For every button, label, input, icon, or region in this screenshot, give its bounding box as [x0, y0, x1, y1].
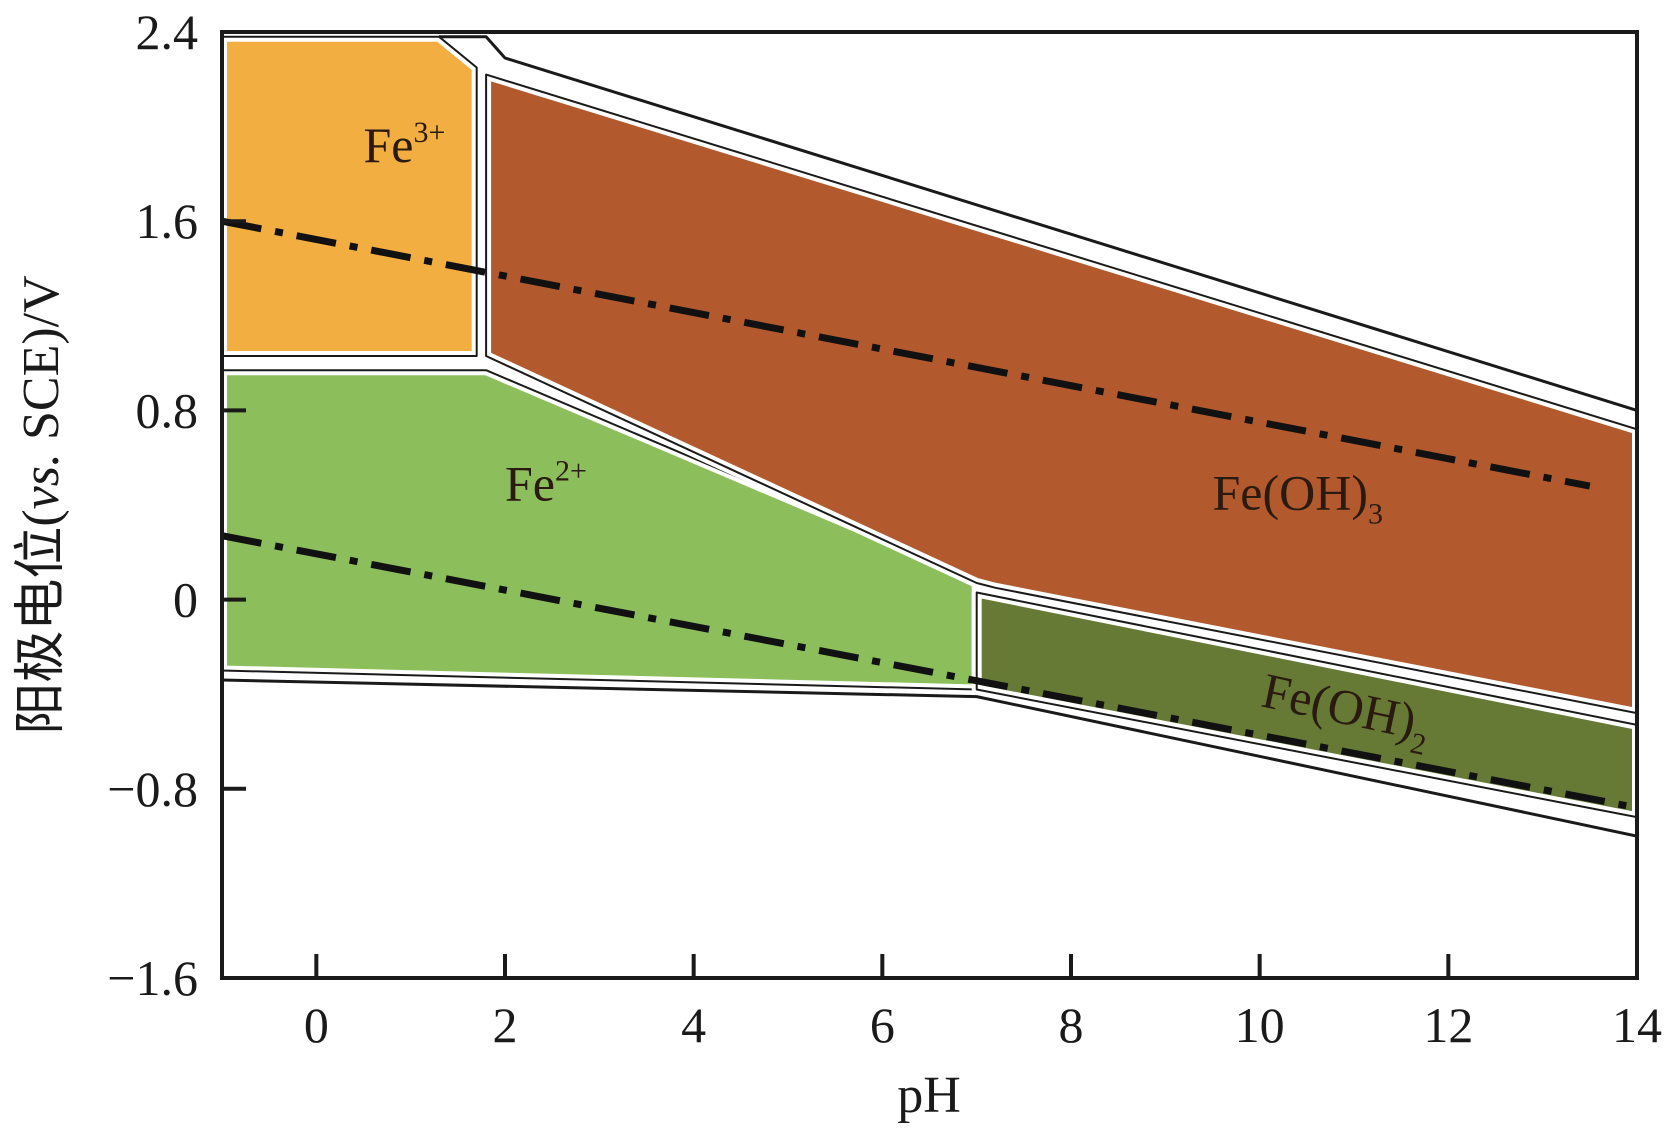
- y-axis-label-prefix: 阳极电位(: [13, 509, 70, 734]
- stability-regions: [222, 32, 1637, 823]
- o2-line: [222, 217, 1591, 490]
- x-tick-label: 2: [493, 997, 518, 1053]
- region-feoh2-outline: [975, 591, 1637, 819]
- x-tick-label: 12: [1423, 997, 1473, 1053]
- region-feoh3-outline: [485, 73, 1637, 715]
- x-tick-label: 4: [681, 997, 706, 1053]
- region-label-fe3: Fe3+: [364, 116, 446, 173]
- region-label-fe2: Fe2+: [505, 454, 587, 511]
- x-tick-label: 8: [1059, 997, 1084, 1053]
- y-tick-label: −1.6: [107, 950, 198, 1006]
- x-tick-label: 6: [870, 997, 895, 1053]
- y-axis-label: 阳极电位(vs. SCE)/V: [13, 275, 70, 734]
- x-axis-label: pH: [897, 1067, 961, 1124]
- plot-frame: [220, 30, 1639, 980]
- boundary-line: [439, 35, 1637, 412]
- y-axis: −1.6 −0.8 0 0.8 1.6 2.4: [107, 4, 246, 1006]
- x-tick-label: 0: [304, 997, 329, 1053]
- y-axis-label-suffix: SCE)/V: [13, 275, 70, 453]
- x-tick-label: 10: [1235, 997, 1285, 1053]
- x-axis: 0 2 4 6 8 10 12 14: [304, 954, 1662, 1053]
- region-fe3-outline: [222, 35, 478, 357]
- y-tick-label: 0.8: [136, 382, 199, 438]
- boundary-line: [222, 678, 1637, 838]
- y-tick-label: 0: [173, 572, 198, 628]
- y-tick-label: 2.4: [136, 4, 199, 60]
- region-label-feoh3: Fe(OH)3: [1213, 465, 1384, 531]
- region-fe3: [222, 32, 482, 361]
- phase-boundaries: [222, 35, 1637, 838]
- y-tick-label: 1.6: [136, 193, 199, 249]
- y-axis-label-italic: vs.: [13, 453, 70, 509]
- x-tick-label: 14: [1612, 997, 1662, 1053]
- y-tick-label: −0.8: [107, 761, 198, 817]
- reference-lines: [222, 217, 1637, 812]
- h2-line: [222, 532, 1637, 812]
